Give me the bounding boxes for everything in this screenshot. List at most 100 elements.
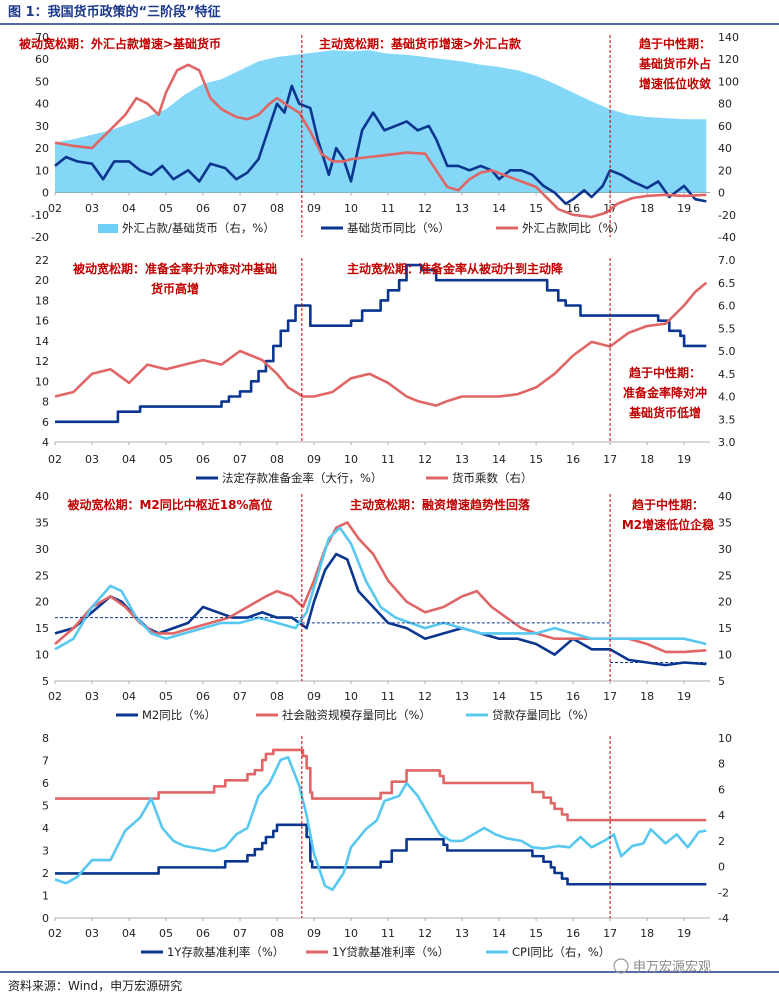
y-left-tick-label: 7: [42, 755, 49, 768]
y-left-tick-label: 30: [35, 543, 49, 556]
phase-annotation: 趋于中性期：: [639, 36, 711, 51]
x-tick-label: 04: [122, 202, 136, 215]
y-left-tick-label: 4: [42, 822, 49, 835]
x-tick-label: 10: [344, 690, 358, 703]
y-left-tick-label: 4: [42, 436, 49, 449]
y-right-tick-label: 2: [718, 835, 725, 848]
x-tick-label: 14: [492, 690, 506, 703]
legend-label: 外汇占款/基础货币（右，%）: [122, 221, 275, 235]
x-tick-label: 06: [196, 202, 210, 215]
phase-annotation: M2增速低位企稳: [622, 517, 714, 532]
y-right-tick-label: 5.5: [718, 322, 736, 335]
phase-annotation: 主动宽松期：准备金率从被动升到主动降: [347, 261, 564, 276]
series-line-2: [54, 63, 707, 219]
x-tick-label: 13: [455, 202, 469, 215]
y-right-tick-label: 4.0: [718, 391, 736, 404]
y-left-tick-label: 20: [35, 274, 49, 287]
y-right-tick-label: 15: [718, 622, 732, 635]
x-tick-label: 09: [307, 927, 321, 940]
series-line-1: [54, 84, 707, 205]
y-right-tick-label: 100: [718, 75, 739, 88]
legend-label: 货币乘数（右）: [452, 471, 533, 485]
phase-annotation: 主动宽松期：融资增速趋势性回落: [350, 497, 531, 512]
y-right-tick-label: 10: [718, 732, 732, 745]
x-tick-label: 15: [529, 690, 543, 703]
y-right-tick-label: -2: [718, 886, 729, 899]
legend-label: 1Y存款基准利率（%）: [167, 945, 284, 959]
y-left-tick-label: 15: [35, 622, 49, 635]
legend-label: 社会融资规模存量同比（%）: [282, 708, 431, 722]
y-right-tick-label: 40: [718, 142, 732, 155]
y-left-tick-label: -10: [31, 209, 49, 222]
wechat-icon: [613, 958, 629, 974]
legend-label: CPI同比（右，%）: [512, 945, 610, 959]
x-tick-label: 16: [566, 202, 580, 215]
y-left-tick-label: 6: [42, 416, 49, 429]
y-left-tick-label: -20: [31, 231, 49, 244]
phase-annotation: 准备金率降对冲: [623, 385, 707, 400]
x-tick-label: 08: [270, 690, 284, 703]
x-tick-label: 14: [492, 453, 506, 466]
x-tick-label: 08: [270, 202, 284, 215]
x-tick-label: 18: [640, 927, 654, 940]
legend-label: 法定存款准备金率（大行，%）: [222, 471, 382, 485]
y-left-tick-label: 50: [35, 75, 49, 88]
figure-title: 图 1：我国货币政策的“三阶段”特征: [8, 4, 221, 20]
legend-swatch: [98, 224, 118, 233]
y-right-tick-label: 40: [718, 490, 732, 503]
y-right-tick-label: 140: [718, 31, 739, 44]
x-tick-label: 03: [85, 202, 99, 215]
y-right-tick-label: 6.5: [718, 277, 736, 290]
y-left-tick-label: 60: [35, 53, 49, 66]
y-left-tick-label: 16: [35, 315, 49, 328]
x-tick-label: 17: [603, 690, 617, 703]
x-tick-label: 15: [529, 927, 543, 940]
legend-label: 1Y贷款基准利率（%）: [332, 945, 449, 959]
x-tick-label: 07: [233, 690, 247, 703]
y-right-tick-label: 4: [718, 809, 725, 822]
y-right-tick-label: -20: [718, 209, 736, 222]
y-right-tick-label: 35: [718, 516, 732, 529]
x-tick-label: 10: [344, 927, 358, 940]
x-tick-label: 10: [344, 202, 358, 215]
watermark: 申万宏源宏观: [613, 958, 711, 975]
phase-annotation: 基础货币低增: [628, 405, 701, 420]
phase-annotation: 主动宽松期：基础货币增速>外汇占款: [319, 36, 522, 51]
y-left-tick-label: 1: [42, 890, 49, 903]
panel-m2: 5 10 15 20 25 30 35 40 5 10 15 20 25 30 35 40 02 03 04 05 06…: [35, 490, 732, 722]
y-left-tick-label: 12: [35, 355, 49, 368]
y-left-tick-label: 30: [35, 120, 49, 133]
y-right-tick-label: -4: [718, 912, 729, 925]
y-right-tick-label: 0: [718, 861, 725, 874]
x-tick-label: 02: [48, 690, 62, 703]
y-right-tick-label: 60: [718, 120, 732, 133]
x-tick-label: 18: [640, 202, 654, 215]
x-tick-label: 11: [381, 690, 395, 703]
x-tick-label: 04: [122, 690, 136, 703]
phase-annotation: 趋于中性期：: [629, 365, 701, 380]
x-tick-label: 16: [566, 453, 580, 466]
series-line-0: [54, 552, 707, 667]
x-tick-label: 12: [418, 202, 432, 215]
x-tick-label: 03: [85, 690, 99, 703]
x-tick-label: 02: [48, 202, 62, 215]
y-right-tick-label: 30: [718, 543, 732, 556]
y-left-tick-label: 70: [35, 31, 49, 44]
y-right-tick-label: 3.5: [718, 413, 736, 426]
source-note: 资料来源：Wind，申万宏源研究: [8, 978, 182, 993]
y-right-tick-label: 6: [718, 783, 725, 796]
watermark-text: 申万宏源宏观: [633, 960, 711, 975]
y-right-tick-label: 3.0: [718, 436, 736, 449]
x-tick-label: 04: [122, 927, 136, 940]
legend-label: 基础货币同比（%）: [347, 221, 450, 235]
phase-annotation: 趋于中性期：: [632, 497, 704, 512]
series-line-0: [55, 823, 707, 886]
phase-annotation: 被动宽松期：准备金率升亦难对冲基础: [73, 261, 277, 276]
y-right-tick-label: -40: [718, 231, 736, 244]
x-tick-label: 10: [344, 453, 358, 466]
x-tick-label: 19: [677, 927, 691, 940]
y-left-tick-label: 20: [35, 142, 49, 155]
legend-label: M2同比（%）: [142, 708, 216, 722]
y-left-tick-label: 40: [35, 490, 49, 503]
